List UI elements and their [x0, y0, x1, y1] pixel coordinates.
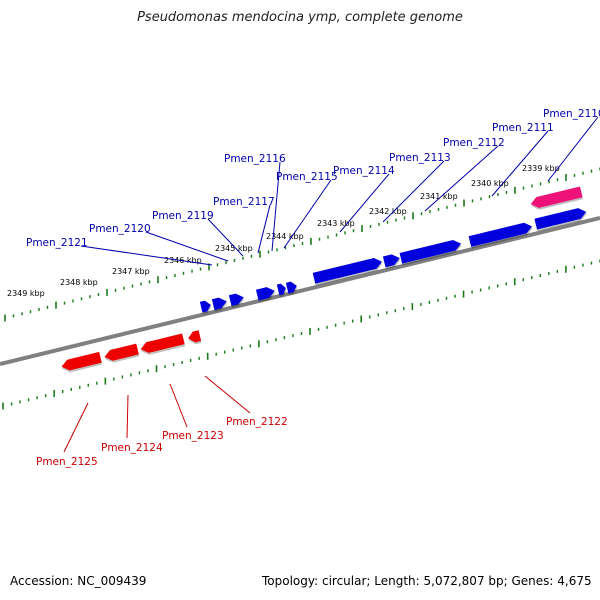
gene-leader-line [257, 204, 271, 254]
scale-label: 2341 kbp [420, 192, 458, 201]
forward-gene-label[interactable]: Pmen_2119 [152, 210, 214, 222]
scale-label: 2344 kbp [266, 232, 304, 241]
special-gene-feature[interactable] [529, 186, 584, 212]
forward-gene-arrow[interactable] [285, 280, 299, 296]
gene-leader-line [80, 245, 213, 266]
gene-leader-line [382, 160, 445, 223]
gene-label-leaders [63, 116, 599, 453]
forward-gene-label[interactable]: Pmen_2112 [443, 137, 505, 149]
gene-leader-line [547, 116, 599, 182]
forward-gene-arrow[interactable] [199, 299, 213, 315]
scale-label: 2349 kbp [7, 289, 45, 298]
gene-leader-line [207, 218, 244, 257]
forward-gene-arrow[interactable] [276, 283, 288, 298]
forward-gene-arrow[interactable] [228, 292, 246, 308]
forward-gene-arrow[interactable] [312, 256, 384, 286]
reverse-gene-label[interactable]: Pmen_2123 [162, 430, 224, 442]
topology-summary-text: Topology: circular; Length: 5,072,807 bp… [262, 574, 592, 588]
scale-label: 2348 kbp [60, 278, 98, 287]
gene-leader-line [204, 375, 251, 414]
accession-text: Accession: NC_009439 [10, 574, 147, 588]
gene-leader-line [424, 145, 499, 212]
gene-features[interactable] [60, 186, 588, 375]
scale-label: 2340 kbp [471, 179, 509, 188]
gene-leader-line [283, 179, 332, 249]
reverse-gene-label[interactable]: Pmen_2125 [36, 456, 98, 468]
genome-backbone [0, 216, 600, 366]
forward-gene-arrow[interactable] [255, 286, 277, 303]
gene-leader-line [491, 130, 549, 197]
gene-leader-line [126, 394, 129, 439]
forward-gene-label[interactable]: Pmen_2116 [224, 153, 286, 165]
gene-leader-line [169, 383, 188, 428]
forward-gene-label[interactable]: Pmen_2121 [26, 237, 88, 249]
forward-gene-label[interactable]: Pmen_2114 [333, 165, 395, 177]
forward-gene-arrow[interactable] [468, 221, 534, 249]
forward-gene-label[interactable]: Pmen_2117 [213, 196, 275, 208]
forward-gene-arrow[interactable] [399, 238, 463, 266]
forward-gene-label[interactable]: Pmen_2110 [543, 108, 600, 120]
scale-label: 2342 kbp [369, 207, 407, 216]
forward-gene-label[interactable]: Pmen_2120 [89, 223, 151, 235]
reverse-gene-arrow[interactable] [139, 333, 186, 356]
forward-gene-label[interactable]: Pmen_2115 [276, 171, 338, 183]
scale-ticks-outer [4, 167, 600, 322]
forward-gene-arrow[interactable] [534, 207, 588, 232]
reverse-gene-label[interactable]: Pmen_2122 [226, 416, 288, 428]
reverse-gene-arrow[interactable] [103, 343, 140, 365]
gene-leader-line [145, 231, 229, 262]
reverse-gene-arrow[interactable] [187, 330, 202, 345]
scale-label: 2343 kbp [317, 219, 355, 228]
gene-leader-line [271, 161, 281, 252]
forward-gene-arrow[interactable] [382, 253, 402, 270]
scale-label: 2347 kbp [112, 267, 150, 276]
forward-gene-arrow[interactable] [211, 296, 229, 312]
scale-label: 2345 kbp [215, 244, 253, 253]
forward-gene-label[interactable]: Pmen_2111 [492, 122, 554, 134]
forward-gene-label[interactable]: Pmen_2113 [389, 152, 451, 164]
scale-label: 2339 kbp [522, 164, 560, 173]
map-title: Pseudomonas mendocina ymp, complete geno… [137, 10, 463, 25]
gene-leader-line [339, 173, 390, 233]
scale-ticks-inner [2, 259, 600, 410]
reverse-gene-label[interactable]: Pmen_2124 [101, 442, 163, 454]
reverse-gene-arrow[interactable] [60, 351, 103, 374]
gene-leader-line [63, 402, 89, 453]
